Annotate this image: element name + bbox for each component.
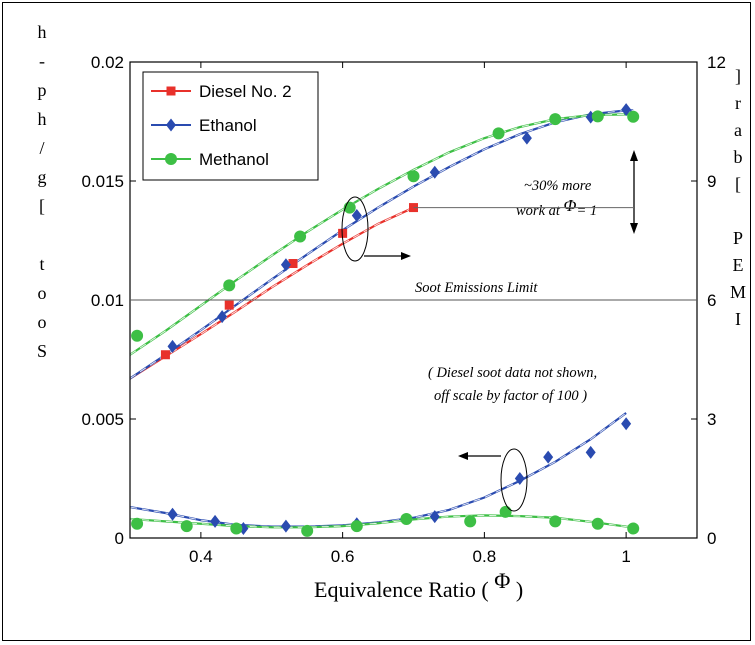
work-gain-arrowhead-up <box>630 150 638 161</box>
data-point-ethanol <box>521 131 532 145</box>
x-tick-label: 0.4 <box>189 547 213 566</box>
data-point-diesel-no-2 <box>288 259 298 269</box>
data-point-ethanol-soot <box>167 507 178 521</box>
data-point-methanol-soot <box>230 522 243 535</box>
y-right-axis-label-glyph: r <box>735 93 741 113</box>
y-left-axis-label-glyph: p <box>38 80 47 100</box>
x-tick-label: 0.8 <box>473 547 497 566</box>
imep-group-ellipse <box>341 196 369 262</box>
data-point-ethanol <box>429 165 440 179</box>
y-left-axis-label-glyph: - <box>39 51 45 71</box>
work-gain-arrowhead-down <box>630 223 638 234</box>
series-fit-dash-methanol-soot <box>129 514 634 528</box>
y-left-tick-label: 0.005 <box>81 410 124 429</box>
y-left-axis-label-glyph: [ <box>39 196 45 216</box>
data-point-methanol-soot <box>400 512 413 525</box>
y-right-tick-label: 6 <box>707 291 716 310</box>
data-point-methanol <box>294 230 307 243</box>
series-fit-dash-methanol <box>129 113 634 356</box>
annotation-work-line1: ~30% more <box>524 178 592 194</box>
x-tick-label: 1 <box>621 547 630 566</box>
y-right-axis-label-glyph: b <box>734 147 743 167</box>
soot-limit-label: Soot Emissions Limit <box>415 280 538 296</box>
y-right-tick-label: 0 <box>707 529 716 548</box>
data-point-methanol-soot <box>549 515 562 528</box>
legend-label: Diesel No. 2 <box>199 82 292 101</box>
data-point-ethanol <box>280 258 291 272</box>
series-fit-ethanol-soot <box>129 412 627 528</box>
y-left-axis-label-glyph: g <box>38 167 47 187</box>
y-left-axis-label-glyph: h <box>38 109 47 129</box>
y-right-axis-label-glyph: P <box>733 228 743 248</box>
y-right-tick-label: 3 <box>707 410 716 429</box>
data-point-ethanol <box>351 209 362 223</box>
y-right-axis-label-glyph: I <box>735 309 741 329</box>
x-axis-label: Equivalence Ratio ( Φ ) <box>314 568 523 602</box>
x-axis-label-symbol: Φ <box>494 568 510 593</box>
data-point-ethanol-soot <box>429 510 440 524</box>
y-left-tick-label: 0.015 <box>81 172 124 191</box>
data-point-ethanol <box>621 103 632 117</box>
y-right-axis-label-glyph: E <box>733 255 744 275</box>
imep-axis-arrowhead <box>401 252 411 260</box>
data-point-methanol <box>627 110 640 123</box>
data-point-methanol-soot <box>350 520 363 533</box>
y-right-axis-label-glyph: a <box>734 120 742 140</box>
data-point-methanol <box>407 170 420 183</box>
data-point-methanol <box>591 110 604 123</box>
soot-group-ellipse <box>500 448 528 512</box>
y-left-tick-label: 0.01 <box>91 291 124 310</box>
legend-label: Ethanol <box>199 116 257 135</box>
legend-marker <box>166 118 176 132</box>
data-point-diesel-no-2 <box>160 350 170 360</box>
y-left-tick-label: 0.02 <box>91 53 124 72</box>
data-point-methanol <box>492 127 505 140</box>
y-left-axis-label-glyph: S <box>37 341 47 361</box>
data-point-diesel-no-2 <box>224 300 234 310</box>
y-right-tick-label: 9 <box>707 172 716 191</box>
data-point-ethanol-soot <box>543 450 554 464</box>
x-tick-label: 0.6 <box>331 547 355 566</box>
data-point-methanol-soot <box>301 524 314 537</box>
y-right-axis-label-glyph: M <box>730 282 746 302</box>
series-fit-dash-diesel-no-2 <box>129 207 414 379</box>
y-left-axis-label-glyph: h <box>38 22 47 42</box>
data-point-methanol-soot <box>464 515 477 528</box>
data-point-methanol <box>223 279 236 292</box>
y-left-axis-label-glyph: t <box>39 254 44 274</box>
y-left-tick-label: 0 <box>115 529 124 548</box>
series-fit-dash-ethanol <box>129 109 634 379</box>
data-point-methanol-soot <box>499 505 512 518</box>
legend-label: Methanol <box>199 150 269 169</box>
annotation-diesel-line1: ( Diesel soot data not shown, <box>428 365 597 381</box>
y-right-axis-label-glyph: ] <box>735 66 741 86</box>
data-point-methanol-soot <box>180 520 193 533</box>
data-point-methanol-soot <box>131 517 144 530</box>
data-point-methanol-soot <box>627 522 640 535</box>
soot-axis-arrowhead <box>458 452 468 460</box>
y-left-axis-label-glyph: o <box>38 283 47 303</box>
y-right-axis-label-glyph: [ <box>735 174 741 194</box>
y-left-axis-label-glyph: o <box>38 312 47 332</box>
data-point-diesel-no-2 <box>338 228 348 238</box>
data-point-ethanol <box>217 310 228 324</box>
annotation-diesel-line2: off scale by factor of 100 ) <box>434 388 587 404</box>
series-fit-dash-ethanol-soot <box>129 412 627 528</box>
data-point-methanol-soot <box>591 517 604 530</box>
data-point-ethanol-soot <box>514 472 525 485</box>
data-point-ethanol-soot <box>210 514 221 528</box>
data-point-ethanol-soot <box>585 445 596 459</box>
data-point-ethanol-soot <box>280 519 291 533</box>
data-point-methanol <box>549 113 562 126</box>
legend-marker <box>165 153 177 165</box>
data-point-ethanol-soot <box>621 417 632 431</box>
data-point-ethanol <box>167 339 178 353</box>
data-point-methanol <box>131 329 144 342</box>
y-right-tick-label: 12 <box>707 53 726 72</box>
legend-marker <box>166 86 176 96</box>
y-left-axis-label-glyph: / <box>39 138 44 158</box>
